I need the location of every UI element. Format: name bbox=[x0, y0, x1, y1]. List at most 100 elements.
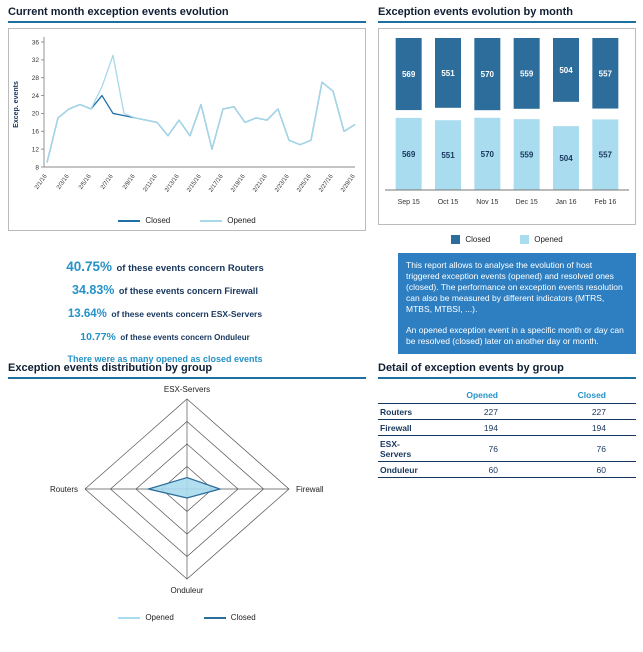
panel-monthly-evolution: Exception events evolution by month 569 5… bbox=[378, 6, 636, 247]
svg-text:Dec 15: Dec 15 bbox=[516, 199, 538, 206]
line-chart-title: Current month exception events evolution bbox=[8, 6, 366, 23]
row-closed-value: 194 bbox=[591, 422, 606, 433]
svg-text:2/11/16: 2/11/16 bbox=[142, 173, 159, 193]
legend-label-closed: Closed bbox=[230, 613, 256, 622]
row-closed-value: 76 bbox=[596, 443, 606, 454]
summary-line: There were as many opened as closed even… bbox=[67, 354, 263, 364]
svg-text:504: 504 bbox=[559, 66, 573, 75]
opened-line-swatch bbox=[118, 616, 141, 619]
svg-text:551: 551 bbox=[441, 69, 455, 78]
stats-block: 40.75% of these events concern Routers 3… bbox=[0, 258, 330, 364]
table-row-onduleur: Onduleur 60 60 bbox=[378, 461, 636, 478]
bar-chart: 569 569 Sep 15 551 551 Oct 15 570 570 Nov 15 559 5… bbox=[385, 38, 629, 206]
svg-text:504: 504 bbox=[559, 154, 573, 163]
svg-text:28: 28 bbox=[32, 75, 40, 82]
svg-text:Excep. events: Excep. events bbox=[13, 81, 20, 128]
row-label: Firewall bbox=[380, 422, 412, 433]
legend-item-closed: Closed bbox=[118, 216, 170, 225]
legend-label-opened: Opened bbox=[145, 613, 174, 622]
svg-text:32: 32 bbox=[32, 57, 40, 64]
svg-text:Routers: Routers bbox=[50, 485, 78, 494]
legend-item-opened: Opened bbox=[200, 216, 256, 225]
svg-text:2/21/16: 2/21/16 bbox=[252, 173, 269, 193]
stat-onduleur: 10.77% of these events concern Onduleur bbox=[0, 327, 330, 345]
row-closed-value: 60 bbox=[596, 464, 606, 475]
svg-text:2/19/16: 2/19/16 bbox=[230, 173, 247, 193]
stat-pct: 34.83% bbox=[72, 283, 115, 297]
svg-text:2/13/16: 2/13/16 bbox=[164, 173, 181, 193]
legend-item-opened: Opened bbox=[118, 613, 174, 622]
radar-chart: ESX-Servers Firewall Onduleur Routers bbox=[50, 385, 324, 595]
table-row-firewall: Firewall 194 194 bbox=[378, 419, 636, 436]
bar-chart-title: Exception events evolution by month bbox=[378, 6, 636, 23]
svg-text:2/5/16: 2/5/16 bbox=[78, 173, 93, 191]
closed-line-swatch bbox=[118, 219, 141, 222]
legend-item-opened: Opened bbox=[520, 235, 563, 244]
svg-text:2/29/16: 2/29/16 bbox=[340, 173, 357, 193]
svg-text:2/17/16: 2/17/16 bbox=[208, 173, 225, 193]
legend-item-closed: Closed bbox=[203, 613, 256, 622]
radar-chart-title: Exception events distribution by group bbox=[8, 362, 366, 379]
closed-line-swatch bbox=[203, 616, 226, 619]
panel-detail-by-group: Detail of exception events by group Open… bbox=[378, 362, 636, 478]
line-chart: 8 12 16 20 24 28 32 36 2/1/16 2/3/16 2/5/16 2/7/16 2… bbox=[13, 37, 357, 194]
svg-text:Jan 16: Jan 16 bbox=[555, 199, 576, 206]
svg-text:2/1/16: 2/1/16 bbox=[34, 173, 49, 191]
svg-text:2/23/16: 2/23/16 bbox=[274, 173, 291, 193]
legend-label-closed: Closed bbox=[465, 235, 491, 244]
svg-text:Nov 15: Nov 15 bbox=[476, 199, 498, 206]
row-closed-value: 227 bbox=[591, 406, 606, 417]
svg-text:551: 551 bbox=[441, 151, 455, 160]
radar-chart-legend: Opened Closed bbox=[8, 609, 366, 625]
note-paragraph-1: This report allows to analyse the evolut… bbox=[406, 260, 623, 315]
legend-item-closed: Closed bbox=[451, 235, 490, 244]
row-opened-value: 194 bbox=[483, 422, 498, 433]
stat-text: of these events concern ESX-Servers bbox=[111, 309, 263, 319]
line-chart-box: 8 12 16 20 24 28 32 36 2/1/16 2/3/16 2/5/16 2/7/16 2… bbox=[8, 28, 366, 231]
opened-square-swatch bbox=[520, 235, 530, 244]
header-group-column bbox=[378, 388, 420, 404]
table-row-esx-servers: ESX-Servers 76 76 bbox=[378, 435, 636, 462]
row-label: Routers bbox=[380, 406, 413, 417]
row-label: ESX-Servers bbox=[380, 438, 412, 459]
stat-pct: 13.64% bbox=[67, 308, 107, 320]
svg-text:Firewall: Firewall bbox=[296, 485, 324, 494]
bar-chart-box: 569 569 Sep 15 551 551 Oct 15 570 570 Nov 15 559 5… bbox=[378, 28, 636, 225]
detail-table: Opened Closed Routers 227 227 Firewall 1… bbox=[378, 388, 636, 478]
svg-text:12: 12 bbox=[32, 146, 40, 153]
stat-routers: 40.75% of these events concern Routers bbox=[0, 258, 330, 276]
report-description-note: This report allows to analyse the evolut… bbox=[398, 253, 636, 355]
table-row-routers: Routers 227 227 bbox=[378, 403, 636, 420]
svg-text:2/25/16: 2/25/16 bbox=[296, 173, 313, 193]
svg-text:16: 16 bbox=[32, 129, 40, 136]
svg-text:Feb 16: Feb 16 bbox=[594, 199, 616, 206]
closed-square-swatch bbox=[451, 235, 461, 244]
stat-esx-servers: 13.64% of these events concern ESX-Serve… bbox=[0, 304, 330, 322]
panel-current-month-evolution: Current month exception events evolution… bbox=[8, 6, 366, 231]
svg-text:Oct 15: Oct 15 bbox=[438, 199, 459, 206]
svg-text:8: 8 bbox=[35, 164, 39, 171]
stat-text: of these events concern Routers bbox=[116, 263, 264, 274]
row-opened-value: 60 bbox=[488, 464, 498, 475]
header-closed-column: Closed bbox=[577, 390, 606, 400]
svg-text:2/27/16: 2/27/16 bbox=[318, 173, 335, 193]
row-opened-value: 76 bbox=[488, 443, 498, 454]
svg-text:559: 559 bbox=[520, 69, 534, 78]
opened-line-swatch bbox=[200, 219, 223, 222]
stat-text: of these events concern Onduleur bbox=[120, 333, 250, 342]
svg-text:2/3/16: 2/3/16 bbox=[56, 173, 71, 191]
line-chart-legend: Closed Opened bbox=[9, 212, 365, 228]
note-paragraph-2: An opened exception event in a specific … bbox=[406, 325, 624, 347]
svg-text:20: 20 bbox=[32, 111, 40, 118]
row-label: Onduleur bbox=[380, 464, 418, 475]
stat-pct: 40.75% bbox=[66, 259, 113, 274]
table-title: Detail of exception events by group bbox=[378, 362, 636, 379]
legend-label-closed: Closed bbox=[145, 216, 171, 225]
table-header-row: Opened Closed bbox=[378, 388, 636, 404]
bar-chart-legend: Closed Opened bbox=[378, 231, 636, 247]
svg-text:570: 570 bbox=[481, 150, 495, 159]
svg-text:569: 569 bbox=[402, 70, 416, 79]
svg-text:36: 36 bbox=[32, 39, 40, 46]
svg-text:Onduleur: Onduleur bbox=[171, 586, 204, 595]
